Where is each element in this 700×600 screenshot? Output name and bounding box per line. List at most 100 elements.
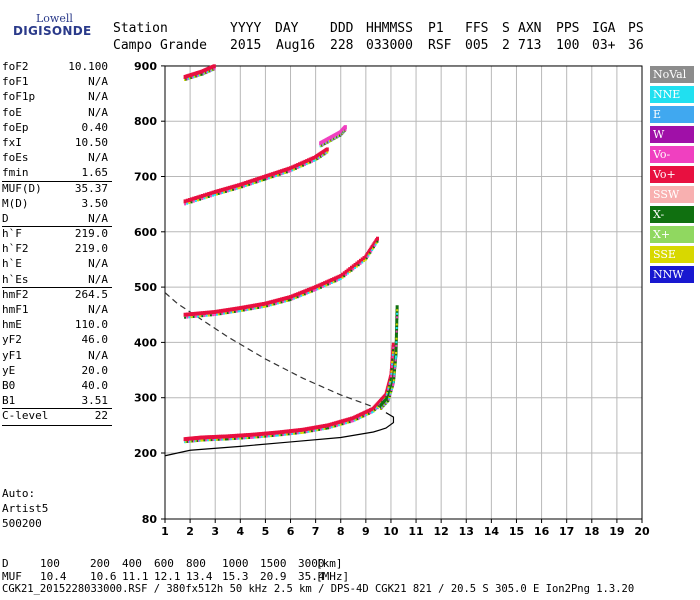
trace-point	[224, 438, 227, 441]
trace-point	[260, 179, 263, 182]
trace-point	[213, 434, 217, 439]
trace-point	[253, 303, 257, 308]
trace-point	[287, 433, 290, 436]
trace-point	[357, 260, 361, 265]
trace-point	[346, 421, 349, 424]
trace-point	[285, 171, 288, 174]
trace-point	[375, 236, 379, 241]
x-tick-label: 6	[287, 525, 295, 538]
trace-point	[327, 427, 330, 430]
trace-point	[219, 192, 222, 195]
param-separator	[2, 424, 112, 426]
trace-point	[387, 399, 390, 402]
trace-point	[207, 310, 211, 315]
trace-point	[245, 433, 249, 438]
trace-point	[199, 74, 202, 77]
trace-point	[396, 309, 399, 312]
trace-point	[296, 432, 299, 435]
trace-point	[190, 197, 194, 202]
trace-point	[289, 433, 292, 436]
trace-point	[276, 170, 280, 175]
trace-point	[194, 311, 198, 316]
param-value: 3.50	[81, 196, 109, 210]
trace-point	[339, 419, 343, 424]
trace-point	[339, 423, 342, 426]
trace-point	[357, 264, 360, 267]
trace-point	[395, 351, 398, 354]
x-tick-label: 14	[484, 525, 500, 538]
distance-value: 1500	[260, 557, 287, 570]
trace-point	[260, 175, 264, 180]
trace-point	[273, 175, 276, 178]
trace-point	[253, 182, 256, 185]
trace-point	[284, 300, 287, 303]
trace-point	[280, 173, 283, 176]
y-tick-label: 500	[134, 281, 157, 294]
header-value-9: 100	[556, 38, 580, 53]
trace-point	[393, 369, 396, 372]
trace-point	[266, 177, 269, 180]
trace-point	[348, 421, 351, 424]
electron-density-profile	[164, 412, 395, 457]
trace-point	[393, 373, 396, 376]
trace-point	[391, 386, 394, 389]
trace-point	[260, 306, 263, 309]
trace-point	[330, 281, 333, 284]
trace-point	[293, 432, 296, 435]
param-separator	[2, 180, 112, 182]
param-row: h`Es N/A	[2, 273, 108, 288]
trace-point	[287, 166, 291, 171]
trace-point	[301, 290, 305, 295]
trace-point	[192, 76, 195, 79]
trace-point	[197, 74, 200, 77]
header-value-2: Aug16	[276, 38, 316, 53]
trace-point	[341, 272, 345, 277]
trace-point	[198, 194, 202, 199]
trace-point	[330, 277, 334, 282]
trace-point	[203, 439, 206, 442]
trace-point	[359, 262, 362, 265]
trace-point	[330, 426, 333, 429]
trace-point	[323, 423, 327, 428]
trace-point	[292, 293, 296, 298]
trace-point	[345, 273, 348, 276]
trace-point	[212, 314, 215, 317]
x-tick-label: 11	[408, 525, 423, 538]
trace-point	[386, 391, 389, 394]
trace-point	[226, 186, 230, 191]
trace-point	[192, 196, 196, 201]
header-value-3: 228	[330, 38, 354, 53]
trace-point	[362, 256, 366, 261]
trace-point	[255, 181, 258, 184]
param-row: yF1 N/A	[2, 349, 108, 364]
trace-point	[369, 251, 372, 254]
trace-point	[343, 125, 347, 130]
trace-point	[337, 274, 341, 279]
trace-point	[222, 187, 226, 192]
param-row: hmE 110.0	[2, 318, 108, 333]
trace-point	[258, 302, 262, 307]
param-row: foE N/A	[2, 106, 108, 121]
trace-point	[370, 411, 373, 414]
trace-point	[183, 312, 187, 317]
trace-point	[395, 337, 398, 340]
trace-point	[388, 383, 391, 386]
trace-point	[224, 190, 227, 193]
trace-point	[196, 199, 199, 202]
trace-point	[185, 78, 188, 81]
y-tick-label: 700	[134, 171, 157, 184]
trace-point	[392, 377, 395, 380]
trace-point	[297, 428, 301, 433]
trace-point	[284, 171, 287, 174]
trace-point	[187, 77, 190, 80]
trace-point	[346, 417, 350, 422]
trace-point	[219, 438, 222, 441]
trace-point	[241, 437, 244, 440]
trace-point	[282, 172, 285, 175]
param-value: 20.0	[81, 363, 109, 377]
trace-point	[333, 276, 337, 281]
trace-point	[390, 365, 393, 368]
trace-point	[387, 398, 390, 401]
trace-point	[264, 178, 267, 181]
trace-point	[266, 435, 269, 438]
